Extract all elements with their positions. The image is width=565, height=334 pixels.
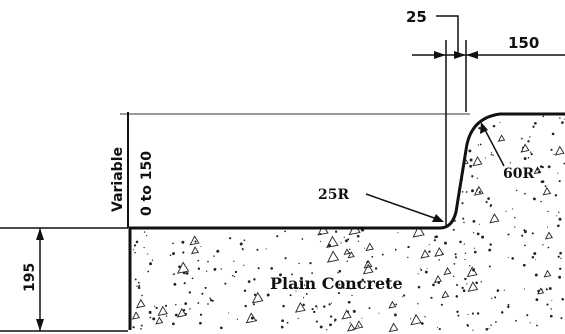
small-radius-leader bbox=[365, 193, 441, 221]
large-radius-leader bbox=[483, 127, 505, 167]
material-label: Plain Concrete bbox=[270, 274, 403, 293]
concrete-outline bbox=[128, 112, 565, 330]
small-dim-leader bbox=[436, 15, 459, 55]
variable-label: Variable bbox=[110, 147, 126, 212]
small-radius-arrow bbox=[432, 214, 444, 222]
top-dim-arrow-mid-b bbox=[454, 51, 466, 59]
top-dim-arrow-mid-a bbox=[466, 51, 478, 59]
left-dim-arrow-top bbox=[36, 228, 44, 240]
left-height-label: 195 bbox=[22, 263, 38, 292]
large-radius-arrow bbox=[480, 122, 488, 134]
variable-range-label: 0 to 150 bbox=[139, 151, 155, 216]
large-radius-callout: 60R bbox=[503, 166, 534, 182]
top-dim-arrow-left bbox=[434, 51, 446, 59]
small-radius-callout: 25R bbox=[318, 187, 349, 203]
top-right-dimension: 150 bbox=[508, 34, 539, 52]
top-small-dimension: 25 bbox=[406, 8, 427, 26]
concrete-section bbox=[130, 114, 565, 334]
left-dim-arrow-bottom bbox=[36, 319, 44, 331]
